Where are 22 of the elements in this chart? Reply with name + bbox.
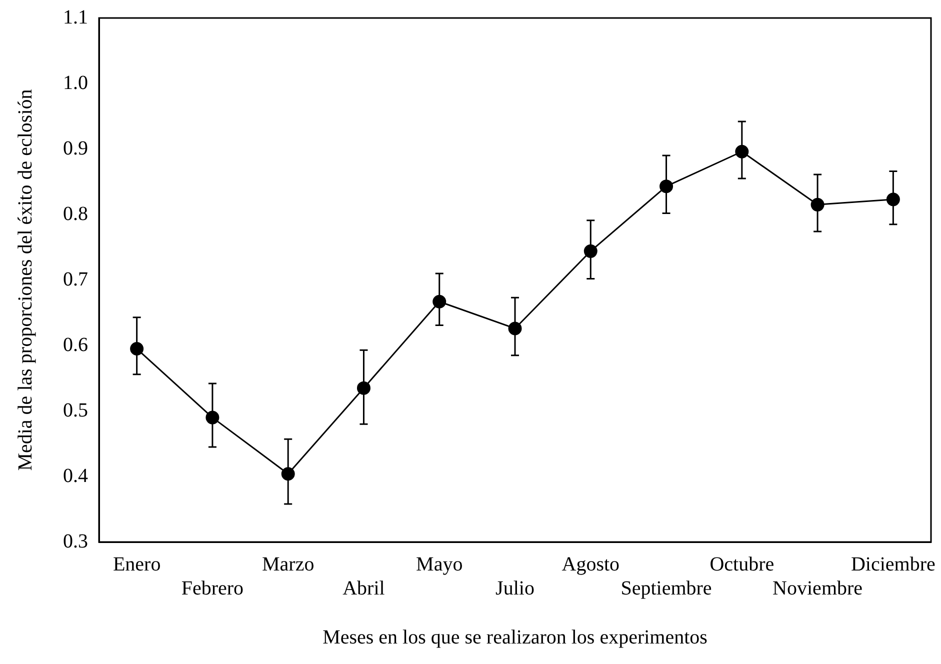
x-tick-label: Diciembre xyxy=(850,553,936,576)
y-tick-label: 1.0 xyxy=(63,72,88,94)
x-tick-label: Julio xyxy=(496,577,534,600)
y-tick-label: 0.5 xyxy=(63,399,88,422)
y-tick-label: 0.8 xyxy=(63,202,88,225)
y-tick-label: 0.6 xyxy=(63,334,88,356)
y-tick-label: 0.7 xyxy=(63,268,88,290)
y-tick-label: 0.9 xyxy=(63,137,88,160)
x-tick-label: Agosto xyxy=(562,553,620,576)
y-tick-label: 0.3 xyxy=(63,530,88,552)
y-tick-label: 1.1 xyxy=(63,6,88,28)
x-tick-label: Abril xyxy=(342,577,386,600)
x-tick-label: Enero xyxy=(112,553,161,576)
x-tick-label: Febrero xyxy=(181,577,244,600)
y-tick-label: 0.4 xyxy=(63,464,88,487)
x-tick-label: Marzo xyxy=(262,553,314,576)
x-tick-label: Mayo xyxy=(416,553,463,576)
x-tick-label: Septiembre xyxy=(620,577,712,600)
y-axis-title: Media de las proporciones del éxito de eclosión xyxy=(14,89,36,471)
x-tick-label: Noviembre xyxy=(772,577,863,600)
x-tick-label: Octubre xyxy=(710,553,774,576)
x-axis-title: Meses en los que se realizaron los experimentos xyxy=(322,626,708,648)
